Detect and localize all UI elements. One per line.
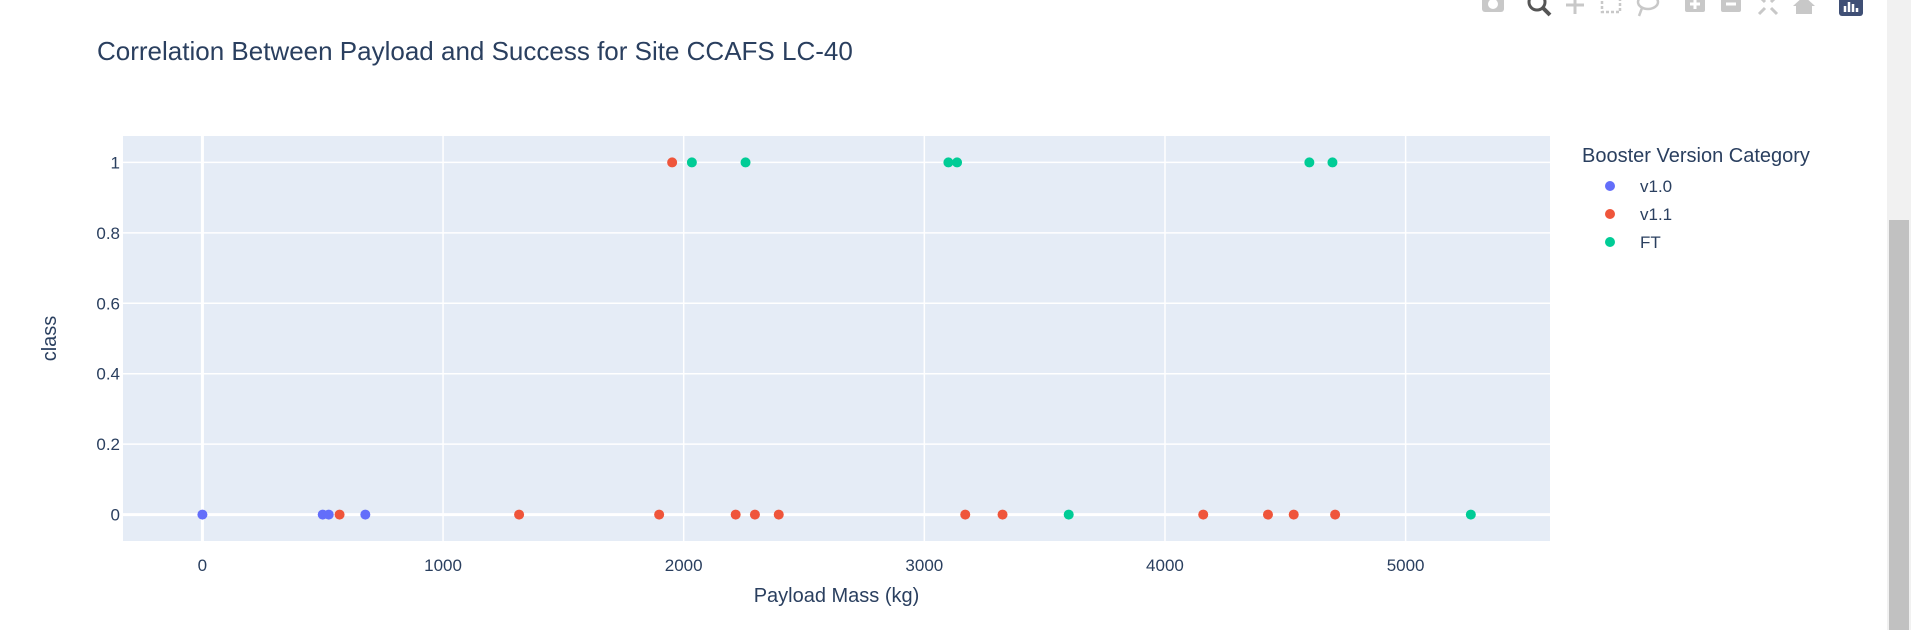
scatter-point[interactable]: [1288, 509, 1299, 520]
scatter-point[interactable]: [1063, 509, 1074, 520]
chart-title: Correlation Between Payload and Success …: [97, 36, 853, 66]
scatter-point[interactable]: [654, 509, 665, 520]
scatter-point[interactable]: [943, 157, 954, 168]
scatter-point[interactable]: [773, 509, 784, 520]
scatter-point[interactable]: [1262, 509, 1273, 520]
x-tick-label: 2000: [665, 556, 703, 575]
scatter-point[interactable]: [1327, 157, 1338, 168]
series-v1.1: [334, 157, 1341, 520]
y-tick-label: 0.4: [96, 365, 120, 384]
scatter-point[interactable]: [952, 157, 963, 168]
reset-axes-icon[interactable]: [1793, 0, 1815, 14]
legend-label: v1.1: [1640, 205, 1672, 224]
box-select-icon[interactable]: [1600, 0, 1622, 14]
legend-item-FT[interactable]: FT: [1605, 233, 1661, 252]
legend: Booster Version Category v1.0 v1.1 FT: [1582, 145, 1810, 252]
scatter-point[interactable]: [730, 509, 741, 520]
x-axis-title: Payload Mass (kg): [754, 585, 920, 607]
scatter-point[interactable]: [667, 157, 678, 168]
y-axis-title: class: [39, 316, 61, 362]
scatter-point[interactable]: [686, 157, 697, 168]
zoom-icon[interactable]: [1527, 0, 1552, 17]
scatter-point[interactable]: [334, 509, 345, 520]
series-v1.0: [197, 509, 371, 520]
scatter-point[interactable]: [960, 509, 971, 520]
x-tick-labels: 0 1000 2000 3000 4000 5000: [198, 556, 1425, 575]
scatter-point[interactable]: [323, 509, 334, 520]
legend-label: FT: [1640, 233, 1661, 252]
scatter-point[interactable]: [997, 509, 1008, 520]
legend-marker: [1605, 209, 1615, 219]
scatter-point[interactable]: [1304, 157, 1315, 168]
scatter-point[interactable]: [749, 509, 760, 520]
y-tick-label: 0.6: [96, 294, 120, 313]
legend-marker: [1605, 237, 1615, 247]
scatter-point[interactable]: [740, 157, 751, 168]
plot-area: [123, 136, 1550, 541]
scrollbar-track[interactable]: [1887, 0, 1911, 630]
y-tick-label: 1: [111, 153, 120, 172]
scrollbar-thumb[interactable]: [1889, 220, 1909, 630]
x-tick-label: 5000: [1387, 556, 1425, 575]
pan-icon[interactable]: [1566, 0, 1584, 14]
plotly-logo-icon[interactable]: [1839, 0, 1863, 16]
zoom-out-icon[interactable]: [1721, 0, 1741, 12]
legend-title: Booster Version Category: [1582, 145, 1810, 167]
y-tick-label: 0.2: [96, 435, 120, 454]
x-tick-label: 0: [198, 556, 207, 575]
y-tick-label: 0.8: [96, 224, 120, 243]
legend-item-v1.0[interactable]: v1.0: [1605, 177, 1672, 196]
lasso-icon[interactable]: [1636, 0, 1660, 17]
autoscale-icon[interactable]: [1757, 0, 1779, 16]
zoom-in-icon[interactable]: [1685, 0, 1705, 12]
y-tick-label: 0: [111, 506, 120, 525]
scatter-point[interactable]: [197, 509, 208, 520]
legend-label: v1.0: [1640, 177, 1672, 196]
legend-marker: [1605, 181, 1615, 191]
y-tick-labels: 0 0.2 0.4 0.6 0.8 1: [96, 153, 120, 524]
x-tick-label: 1000: [424, 556, 462, 575]
scatter-point[interactable]: [1198, 509, 1209, 520]
camera-icon[interactable]: [1482, 0, 1504, 12]
scatter-point[interactable]: [1330, 509, 1341, 520]
data-points: [197, 157, 1476, 520]
legend-item-v1.1[interactable]: v1.1: [1605, 205, 1672, 224]
scatter-point[interactable]: [514, 509, 525, 520]
modebar: [1482, 0, 1863, 17]
scatter-point[interactable]: [1465, 509, 1476, 520]
series-FT: [686, 157, 1476, 520]
scatter-point[interactable]: [360, 509, 371, 520]
x-tick-label: 3000: [905, 556, 943, 575]
x-tick-label: 4000: [1146, 556, 1184, 575]
